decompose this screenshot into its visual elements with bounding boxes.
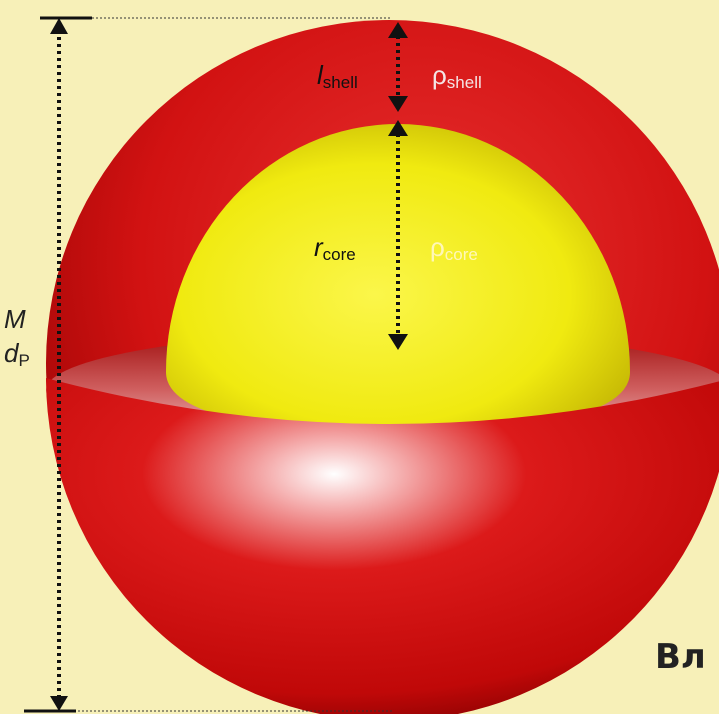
core-radius-arrowhead-top — [388, 120, 408, 136]
mass-label: M — [4, 304, 26, 334]
core-density-label: ρcore — [430, 232, 478, 264]
diameter-label: dP — [4, 338, 30, 370]
core-radius-arrowhead-bottom — [388, 334, 408, 350]
shell-density-label: ρshell — [432, 60, 482, 92]
shell-thickness-label: lshell — [317, 60, 358, 92]
diameter-arrowhead-bottom — [50, 696, 68, 711]
cropped-text: Вл — [655, 637, 706, 677]
shell-lower-half — [46, 378, 719, 714]
core-radius-label: rcore — [314, 232, 356, 264]
shell-thickness-arrowhead-top — [388, 22, 408, 38]
diameter-arrowhead-top — [50, 18, 68, 34]
shell-thickness-arrowhead-bottom — [388, 96, 408, 112]
core-hemisphere — [166, 124, 630, 434]
